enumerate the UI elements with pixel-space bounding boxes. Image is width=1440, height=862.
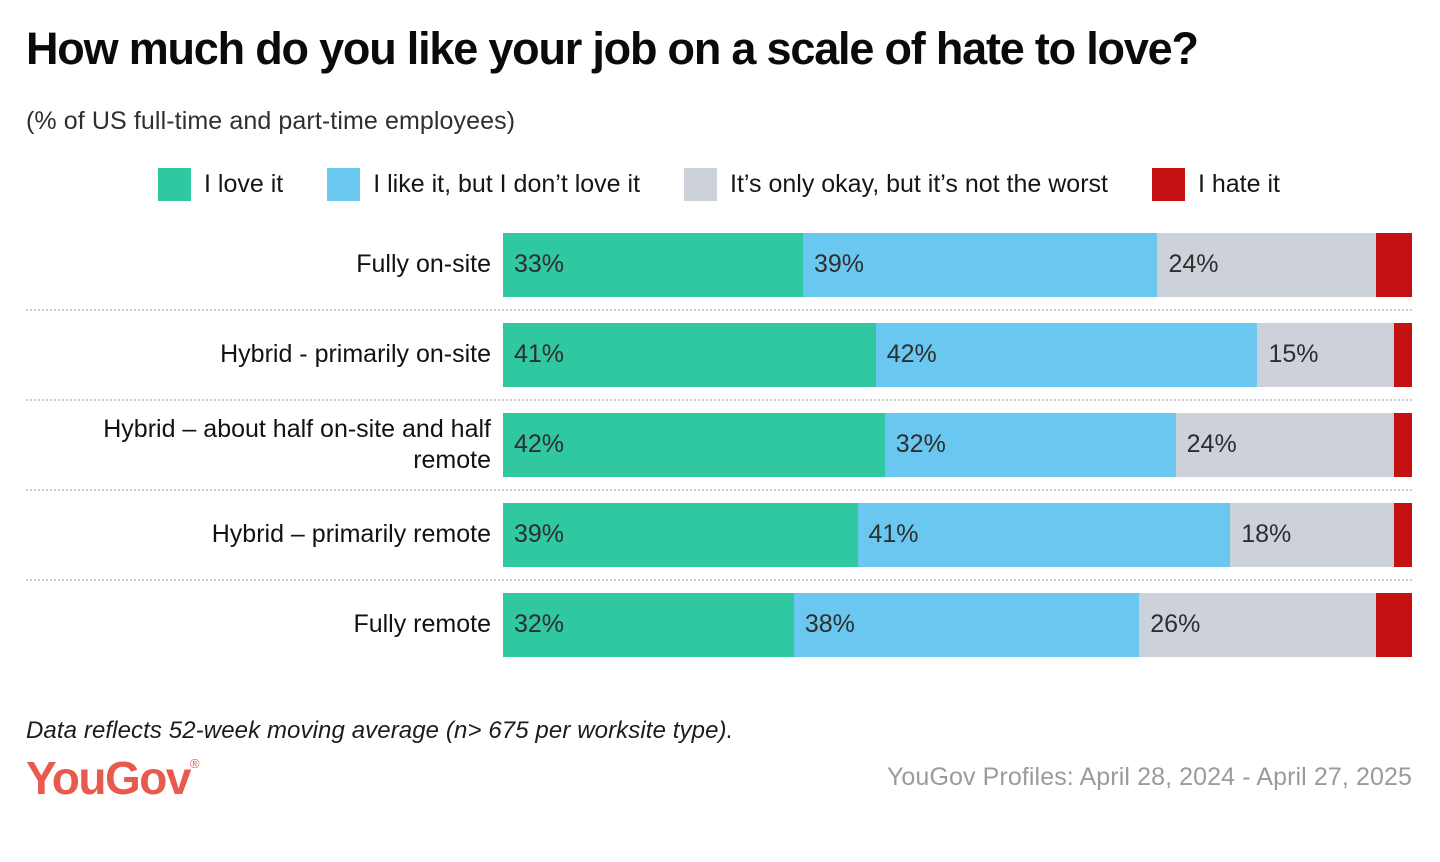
legend-item-i-love-it: I love it [158,167,284,201]
yougov-logo-text: YouGov [26,751,191,804]
segment-value-label: 26% [1150,610,1201,639]
bar-segment-i-hate-it [1375,232,1412,297]
legend: I love it I like it, but I don’t love it I… [26,167,1412,201]
segment-value-label: 39% [514,520,565,549]
legend-item-i-hate-it: I hate it [1151,167,1280,201]
bar-segment-i-hate-it [1393,502,1412,567]
segment-value-label: 33% [514,250,565,279]
legend-label: I like it, but I don’t love it [373,169,641,198]
bar-segment-it-s-only-okay-but-it-s-: 24% [1157,232,1376,297]
legend-swatch-icon [684,167,718,201]
bar-segment-i-like-it-but-i-don-t-lo: 41% [857,502,1231,567]
bar-segment-i-like-it-but-i-don-t-lo: 39% [802,232,1158,297]
bar-segment-it-s-only-okay-but-it-s-: 18% [1230,502,1394,567]
legend-swatch-icon [327,167,361,201]
stacked-bar-chart: Fully on-site 33% 39% 24% Hybrid - primarily… [26,221,1412,669]
stacked-bar: 42% 32% 24% [503,412,1412,477]
legend-label: I hate it [1197,169,1280,198]
legend-swatch-icon [1151,167,1185,201]
segment-value-label: 41% [868,520,919,549]
segment-value-label: 42% [886,340,937,369]
stacked-bar: 41% 42% 15% [503,322,1412,387]
bottom-bar: YouGov® YouGov Profiles: April 28, 2024 … [26,755,1412,801]
stacked-bar: 32% 38% 26% [503,592,1412,657]
segment-value-label: 42% [514,430,565,459]
chart-row-hybrid-primarily-on-site: Hybrid - primarily on-site 41% 42% 15% [26,308,1412,399]
segment-value-label: 38% [804,610,855,639]
segment-value-label: 39% [813,250,865,279]
bar-segment-i-love-it: 42% [503,412,885,477]
bar-segment-i-love-it: 39% [503,502,858,567]
stacked-bar: 39% 41% 18% [503,502,1412,567]
bar-segment-i-love-it: 33% [503,232,803,297]
segment-value-label: 41% [514,340,565,369]
segment-value-label: 32% [895,430,946,459]
bar-segment-i-like-it-but-i-don-t-lo: 32% [884,412,1176,477]
row-label: Fully on-site [356,250,491,279]
chart-subtitle: (% of US full-time and part-time employe… [26,106,516,135]
bar-segment-it-s-only-okay-but-it-s-: 15% [1257,322,1394,387]
legend-item-it-s-only-okay-but-it-s-: It’s only okay, but it’s not the worst [684,167,1108,201]
bar-segment-i-hate-it [1375,592,1412,657]
bar-segment-it-s-only-okay-but-it-s-: 26% [1139,592,1376,657]
legend-swatch-icon [158,167,192,201]
bar-segment-i-like-it-but-i-don-t-lo: 42% [875,322,1258,387]
legend-label: It’s only okay, but it’s not the worst [730,169,1108,198]
segment-value-label: 32% [514,610,565,639]
footnote: Data reflects 52-week moving average (n>… [26,716,734,744]
chart-row-hybrid-primarily-remote: Hybrid – primarily remote 39% 41% 18% [26,488,1412,579]
row-label: Fully remote [353,610,491,639]
segment-value-label: 15% [1268,340,1319,369]
bar-segment-i-hate-it [1393,412,1412,477]
chart-row-fully-on-site: Fully on-site 33% 39% 24% [26,221,1412,309]
legend-label: I love it [204,169,284,198]
page-title: How much do you like your job on a scale… [26,23,1199,74]
chart-row-hybrid-about-half-on-sit: Hybrid – about half on-site and half rem… [26,398,1412,489]
stacked-bar: 33% 39% 24% [503,232,1412,297]
bar-segment-i-love-it: 41% [503,322,876,387]
bar-segment-i-hate-it [1393,322,1412,387]
bar-segment-it-s-only-okay-but-it-s-: 24% [1175,412,1394,477]
registered-mark: ® [189,755,200,771]
source-text: YouGov Profiles: April 28, 2024 - April … [886,763,1412,792]
yougov-logo: YouGov® [26,751,200,804]
row-label: Hybrid – about half on-site and half rem… [103,414,491,474]
segment-value-label: 18% [1241,520,1292,549]
bar-segment-i-love-it: 32% [503,592,794,657]
legend-item-i-like-it-but-i-don-t-lo: I like it, but I don’t love it [327,167,641,201]
bar-segment-i-like-it-but-i-don-t-lo: 38% [793,592,1140,657]
row-label: Hybrid – primarily remote [211,520,491,549]
segment-value-label: 24% [1186,430,1237,459]
segment-value-label: 24% [1168,250,1219,279]
row-label: Hybrid - primarily on-site [220,340,491,369]
chart-row-fully-remote: Fully remote 32% 38% 26% [26,578,1412,669]
